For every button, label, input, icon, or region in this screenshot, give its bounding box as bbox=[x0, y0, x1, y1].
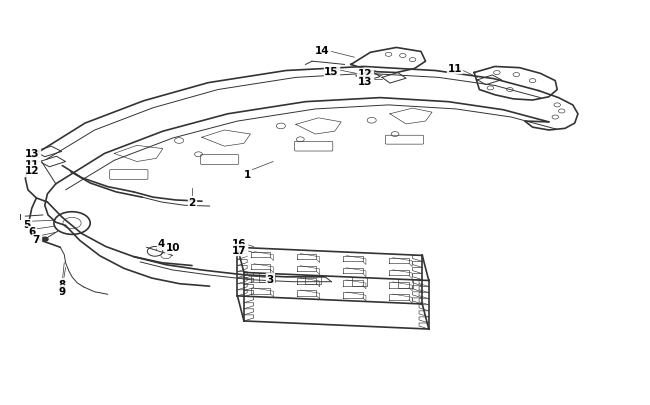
Text: 5: 5 bbox=[23, 220, 31, 230]
Circle shape bbox=[42, 238, 48, 242]
Text: 3: 3 bbox=[266, 274, 274, 284]
Text: 6: 6 bbox=[28, 226, 36, 237]
Text: 17: 17 bbox=[232, 245, 247, 255]
Text: 2: 2 bbox=[188, 198, 196, 207]
Text: 13: 13 bbox=[358, 77, 372, 86]
Text: 12: 12 bbox=[25, 166, 39, 176]
Text: 10: 10 bbox=[165, 243, 180, 253]
Text: 12: 12 bbox=[358, 69, 372, 79]
Text: 14: 14 bbox=[315, 46, 329, 56]
Text: 4: 4 bbox=[158, 239, 165, 249]
Text: 11: 11 bbox=[25, 159, 39, 169]
Text: 7: 7 bbox=[32, 234, 40, 245]
Text: 11: 11 bbox=[447, 64, 462, 73]
Text: 15: 15 bbox=[324, 66, 339, 76]
Text: 1: 1 bbox=[244, 169, 251, 179]
Text: 8: 8 bbox=[58, 279, 66, 289]
Text: 13: 13 bbox=[25, 149, 39, 159]
Text: 9: 9 bbox=[58, 286, 66, 296]
Text: 16: 16 bbox=[232, 239, 246, 249]
